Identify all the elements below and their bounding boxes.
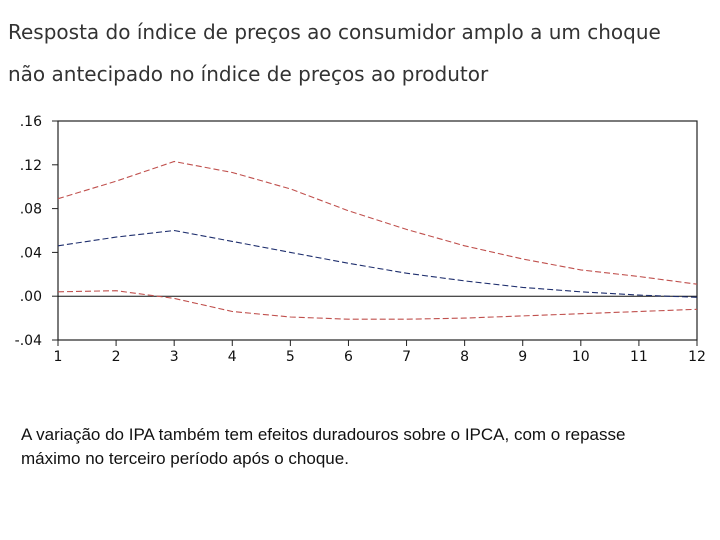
response-line xyxy=(57,229,698,298)
x-tick-label: 2 xyxy=(112,349,121,365)
x-tick-label: 4 xyxy=(228,349,237,365)
caption-text: A variação do IPA também tem efeitos dur… xyxy=(21,425,626,468)
y-tick-label: .00 xyxy=(20,289,42,305)
y-tick-label: .12 xyxy=(20,158,42,174)
x-tick-label: 10 xyxy=(572,349,590,365)
impulse-response-chart: .16.12.08.04.00-.041 2 3 4 5 6 7 8 9 10 11 12 xyxy=(15,114,706,365)
x-tick-label: 12 xyxy=(688,349,706,365)
y-tick-label: .08 xyxy=(20,202,42,218)
y-tick-label: -.04 xyxy=(15,333,42,349)
x-tick-label: 5 xyxy=(286,349,295,365)
chart-title-line-1: Resposta do índice de preços ao consumid… xyxy=(8,20,661,44)
plot-frame xyxy=(57,120,698,341)
y-tick-label: .16 xyxy=(20,114,42,130)
x-tick-label: 1 xyxy=(54,349,63,365)
y-tick-label: .04 xyxy=(20,245,42,261)
x-tick-label: 7 xyxy=(402,349,411,365)
x-tick-label: 11 xyxy=(630,349,648,365)
chart-title-line-2: não antecipado no índice de preços ao pr… xyxy=(8,62,489,86)
x-tick-label: 9 xyxy=(518,349,527,365)
lower-band-line xyxy=(57,290,698,320)
x-tick-label: 3 xyxy=(170,349,179,365)
x-tick-label: 8 xyxy=(460,349,469,365)
x-tick-label: 6 xyxy=(344,349,353,365)
upper-band-line xyxy=(57,160,698,285)
